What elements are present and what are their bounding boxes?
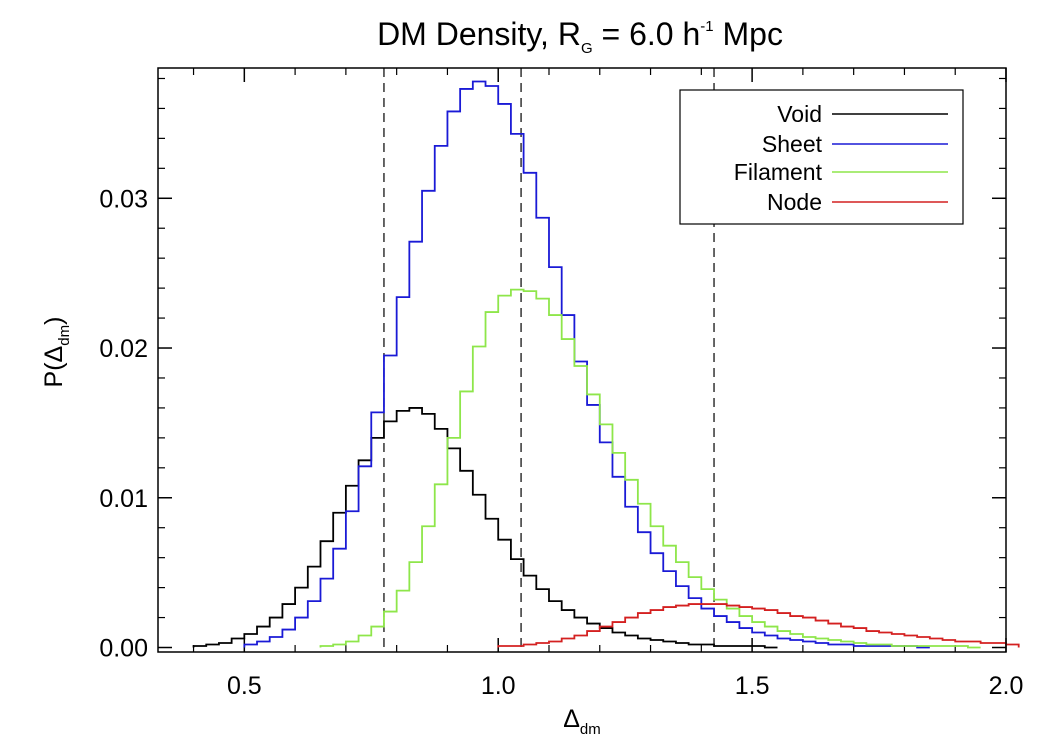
series-void-histogram xyxy=(192,407,778,649)
x-tick-label: 0.5 xyxy=(227,672,262,700)
legend-label-sheet: Sheet xyxy=(762,131,823,157)
x-tick-label: 1.0 xyxy=(481,672,516,700)
y-tick-label: 0.03 xyxy=(99,185,148,213)
chart-title: DM Density, RG = 6.0 h-1 Mpc xyxy=(377,16,783,57)
tick-labels-layer: 0.5 1.0 1.5 2.0 0.00 0.01 0.02 0.03 xyxy=(99,185,1023,700)
x-tick-label: 2.0 xyxy=(989,672,1024,700)
x-tick-label: 1.5 xyxy=(735,672,770,700)
y-tick-label: 0.01 xyxy=(99,485,148,513)
series-sheet-histogram xyxy=(243,80,930,649)
y-tick-label: 0.02 xyxy=(99,335,148,363)
legend-label-filament: Filament xyxy=(734,159,823,185)
legend-label-node: Node xyxy=(767,189,822,215)
series-layer xyxy=(192,80,1020,649)
y-axis-label: P(Δdm) xyxy=(40,317,73,388)
series-filament-histogram xyxy=(319,288,981,649)
y-tick-label: 0.00 xyxy=(99,635,148,663)
series-node-histogram xyxy=(497,603,1020,648)
plot-frame xyxy=(157,67,1007,653)
legend-label-void: Void xyxy=(777,101,822,127)
x-axis-label: Δdm xyxy=(563,705,601,738)
legend: Void Sheet Filament Node xyxy=(679,89,964,225)
vlines-layer xyxy=(383,68,715,652)
